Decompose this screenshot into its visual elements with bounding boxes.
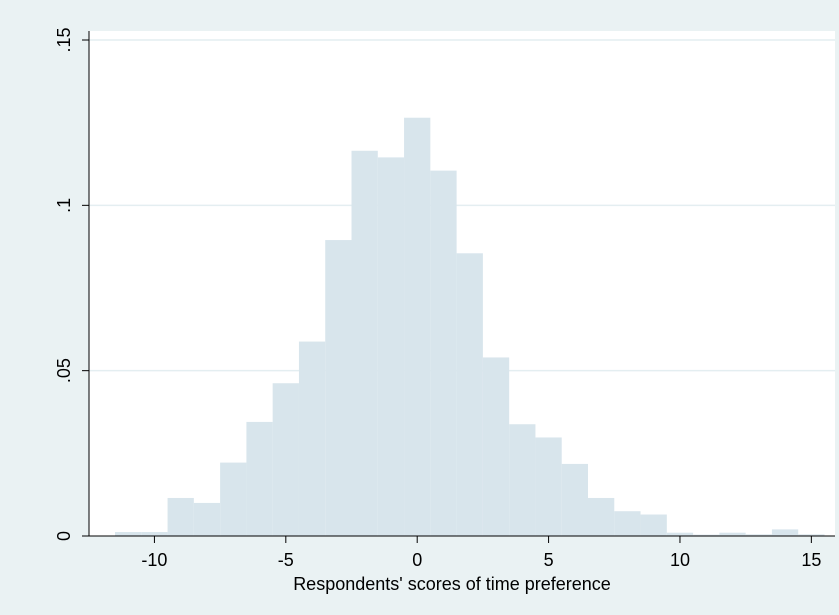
histogram-bar-16 — [535, 437, 562, 536]
x-tick-label-3: 5 — [544, 550, 554, 570]
y-tick-label-0: 0 — [54, 531, 74, 541]
histogram-bar-9 — [351, 150, 378, 537]
histogram-bar-18 — [587, 497, 615, 536]
histogram-bar-4 — [220, 462, 247, 536]
x-tick-label-2: 0 — [412, 550, 422, 570]
histogram-bar-14 — [482, 357, 510, 536]
y-tick-label-2: .1 — [54, 198, 74, 213]
x-axis-title: Respondents' scores of time preference — [293, 574, 611, 594]
histogram-bar-15 — [509, 424, 536, 536]
x-tick-label-0: -10 — [141, 550, 167, 570]
histogram-bar-22 — [693, 534, 720, 536]
x-tick-label-4: 10 — [670, 550, 690, 570]
histogram-bar-5 — [246, 421, 273, 536]
x-axis-ticks: -10 -5 0 5 10 15 — [141, 536, 821, 570]
y-tick-label-3: .15 — [54, 27, 74, 52]
histogram-bar-13 — [456, 253, 483, 536]
histogram-bar-1 — [141, 532, 168, 536]
histogram-bar-0 — [115, 532, 142, 536]
histogram-bar-26 — [798, 534, 825, 536]
histogram-bars — [115, 117, 825, 537]
y-tick-label-1: .05 — [54, 358, 74, 383]
histogram-bar-24 — [745, 534, 772, 536]
histogram-bar-10 — [377, 157, 405, 537]
histogram-bar-7 — [298, 341, 326, 536]
histogram-bar-8 — [325, 240, 352, 536]
histogram-bar-21 — [666, 532, 694, 536]
histogram-bar-3 — [193, 502, 221, 536]
x-tick-label-1: -5 — [278, 550, 294, 570]
histogram-bar-20 — [640, 514, 667, 536]
histogram-bar-23 — [719, 532, 746, 536]
y-axis-ticks: 0 .05 .1 .15 — [54, 27, 89, 541]
histogram-bar-2 — [167, 497, 194, 536]
histogram-bar-19 — [614, 511, 641, 536]
histogram-bar-11 — [404, 117, 431, 536]
histogram-bar-12 — [430, 170, 457, 536]
histogram-bar-17 — [561, 463, 588, 536]
histogram-bar-6 — [272, 383, 299, 536]
x-tick-label-5: 15 — [801, 550, 821, 570]
histogram-bar-25 — [771, 529, 799, 536]
